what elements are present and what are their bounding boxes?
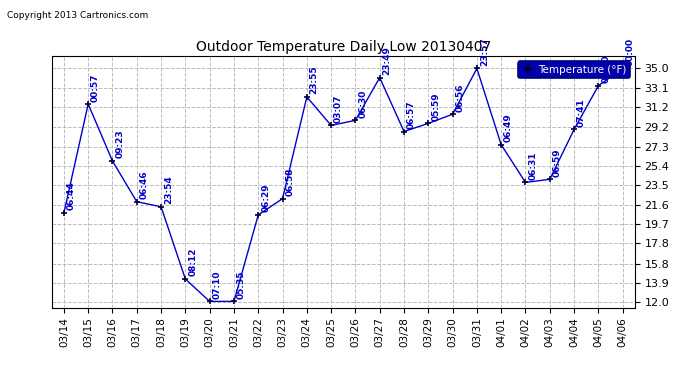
- Text: 06:56: 06:56: [455, 83, 464, 112]
- Title: Outdoor Temperature Daily Low 20130407: Outdoor Temperature Daily Low 20130407: [196, 40, 491, 54]
- Text: 05:35: 05:35: [237, 270, 246, 299]
- Text: 05:59: 05:59: [431, 92, 440, 121]
- Text: 06:44: 06:44: [67, 182, 76, 210]
- Text: 06:40: 06:40: [601, 55, 610, 83]
- Text: 23:49: 23:49: [383, 46, 392, 75]
- Text: 06:58: 06:58: [286, 168, 295, 196]
- Text: 23:54: 23:54: [164, 176, 173, 204]
- Text: 07:41: 07:41: [577, 98, 586, 127]
- Text: 06:29: 06:29: [261, 184, 270, 212]
- Text: 07:10: 07:10: [213, 270, 221, 299]
- Text: 06:57: 06:57: [407, 100, 416, 129]
- Text: Copyright 2013 Cartronics.com: Copyright 2013 Cartronics.com: [7, 11, 148, 20]
- Text: 23:55: 23:55: [310, 66, 319, 94]
- Text: 09:23: 09:23: [115, 130, 124, 159]
- Text: 06:46: 06:46: [139, 171, 148, 199]
- Legend: Temperature (°F): Temperature (°F): [518, 62, 629, 78]
- Text: 23:57: 23:57: [480, 37, 489, 66]
- Text: 06:59: 06:59: [553, 148, 562, 177]
- Text: 06:30: 06:30: [358, 89, 367, 118]
- Text: 00:00: 00:00: [626, 38, 635, 66]
- Text: 06:49: 06:49: [504, 114, 513, 142]
- Text: 06:31: 06:31: [529, 152, 538, 180]
- Text: 03:07: 03:07: [334, 94, 343, 123]
- Text: 00:57: 00:57: [91, 73, 100, 102]
- Text: 08:12: 08:12: [188, 248, 197, 276]
